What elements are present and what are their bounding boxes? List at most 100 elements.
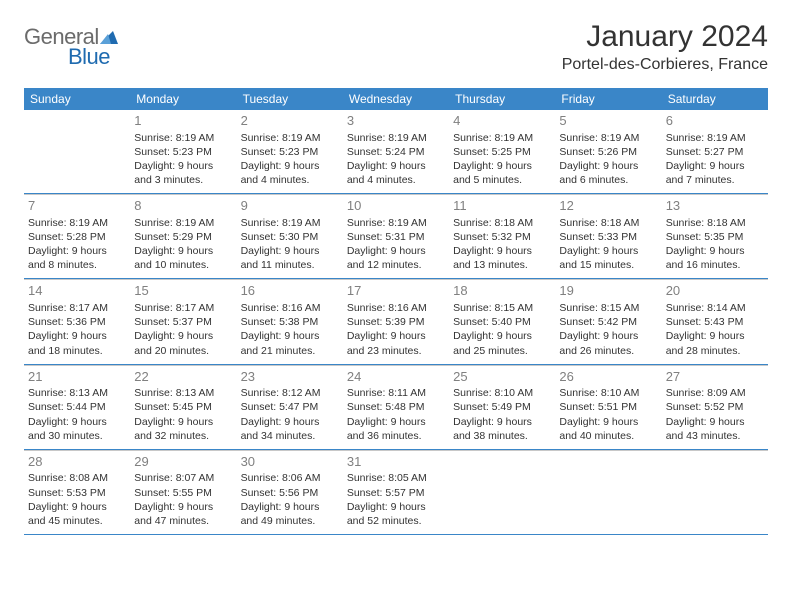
sunrise-text: Sunrise: 8:15 AM: [559, 301, 657, 315]
day-cell: 3Sunrise: 8:19 AMSunset: 5:24 PMDaylight…: [343, 110, 449, 193]
daylight-text: Daylight: 9 hours: [453, 415, 551, 429]
day-number: 1: [134, 112, 232, 130]
sunset-text: Sunset: 5:38 PM: [241, 315, 339, 329]
sunrise-text: Sunrise: 8:13 AM: [28, 386, 126, 400]
day-cell: 1Sunrise: 8:19 AMSunset: 5:23 PMDaylight…: [130, 110, 236, 193]
sunrise-text: Sunrise: 8:11 AM: [347, 386, 445, 400]
day-cell: 20Sunrise: 8:14 AMSunset: 5:43 PMDayligh…: [662, 279, 768, 363]
day-number: 11: [453, 197, 551, 215]
location: Portel-des-Corbieres, France: [562, 56, 768, 74]
week-row: 1Sunrise: 8:19 AMSunset: 5:23 PMDaylight…: [24, 110, 768, 194]
sunrise-text: Sunrise: 8:19 AM: [347, 216, 445, 230]
daylight-text: and 49 minutes.: [241, 514, 339, 528]
daylight-text: and 6 minutes.: [559, 173, 657, 187]
weekday-header-row: SundayMondayTuesdayWednesdayThursdayFrid…: [24, 88, 768, 110]
sunrise-text: Sunrise: 8:16 AM: [347, 301, 445, 315]
daylight-text: and 7 minutes.: [666, 173, 764, 187]
sunrise-text: Sunrise: 8:05 AM: [347, 471, 445, 485]
sunrise-text: Sunrise: 8:15 AM: [453, 301, 551, 315]
daylight-text: and 15 minutes.: [559, 258, 657, 272]
day-number: 16: [241, 282, 339, 300]
day-number: 4: [453, 112, 551, 130]
week-row: 21Sunrise: 8:13 AMSunset: 5:44 PMDayligh…: [24, 365, 768, 450]
daylight-text: and 21 minutes.: [241, 344, 339, 358]
day-number: 14: [28, 282, 126, 300]
header: GeneralBlue January 2024 Portel-des-Corb…: [24, 20, 768, 74]
day-cell: 18Sunrise: 8:15 AMSunset: 5:40 PMDayligh…: [449, 279, 555, 363]
sunset-text: Sunset: 5:52 PM: [666, 400, 764, 414]
day-cell: 23Sunrise: 8:12 AMSunset: 5:47 PMDayligh…: [237, 365, 343, 449]
sunrise-text: Sunrise: 8:19 AM: [241, 131, 339, 145]
day-number: 5: [559, 112, 657, 130]
daylight-text: and 5 minutes.: [453, 173, 551, 187]
weekday-sunday: Sunday: [24, 88, 130, 110]
daylight-text: and 43 minutes.: [666, 429, 764, 443]
day-cell: 21Sunrise: 8:13 AMSunset: 5:44 PMDayligh…: [24, 365, 130, 449]
daylight-text: and 13 minutes.: [453, 258, 551, 272]
sunset-text: Sunset: 5:37 PM: [134, 315, 232, 329]
sunset-text: Sunset: 5:27 PM: [666, 145, 764, 159]
day-number: 29: [134, 453, 232, 471]
daylight-text: Daylight: 9 hours: [134, 500, 232, 514]
daylight-text: Daylight: 9 hours: [241, 500, 339, 514]
daylight-text: and 25 minutes.: [453, 344, 551, 358]
day-cell: 17Sunrise: 8:16 AMSunset: 5:39 PMDayligh…: [343, 279, 449, 363]
daylight-text: and 26 minutes.: [559, 344, 657, 358]
day-number: 7: [28, 197, 126, 215]
sunrise-text: Sunrise: 8:08 AM: [28, 471, 126, 485]
sunset-text: Sunset: 5:23 PM: [241, 145, 339, 159]
day-cell: 31Sunrise: 8:05 AMSunset: 5:57 PMDayligh…: [343, 450, 449, 534]
daylight-text: and 4 minutes.: [241, 173, 339, 187]
sunset-text: Sunset: 5:51 PM: [559, 400, 657, 414]
daylight-text: and 11 minutes.: [241, 258, 339, 272]
daylight-text: and 23 minutes.: [347, 344, 445, 358]
sunrise-text: Sunrise: 8:13 AM: [134, 386, 232, 400]
week-row: 7Sunrise: 8:19 AMSunset: 5:28 PMDaylight…: [24, 194, 768, 279]
sunset-text: Sunset: 5:28 PM: [28, 230, 126, 244]
daylight-text: and 8 minutes.: [28, 258, 126, 272]
sunrise-text: Sunrise: 8:10 AM: [453, 386, 551, 400]
day-number: 26: [559, 368, 657, 386]
sunrise-text: Sunrise: 8:06 AM: [241, 471, 339, 485]
sunset-text: Sunset: 5:32 PM: [453, 230, 551, 244]
day-number: 9: [241, 197, 339, 215]
day-cell: 12Sunrise: 8:18 AMSunset: 5:33 PMDayligh…: [555, 194, 661, 278]
daylight-text: Daylight: 9 hours: [347, 500, 445, 514]
sunrise-text: Sunrise: 8:14 AM: [666, 301, 764, 315]
sunrise-text: Sunrise: 8:19 AM: [453, 131, 551, 145]
daylight-text: Daylight: 9 hours: [559, 159, 657, 173]
daylight-text: and 45 minutes.: [28, 514, 126, 528]
sunset-text: Sunset: 5:42 PM: [559, 315, 657, 329]
day-number: 24: [347, 368, 445, 386]
daylight-text: and 10 minutes.: [134, 258, 232, 272]
sunrise-text: Sunrise: 8:09 AM: [666, 386, 764, 400]
sunrise-text: Sunrise: 8:19 AM: [347, 131, 445, 145]
day-cell: 24Sunrise: 8:11 AMSunset: 5:48 PMDayligh…: [343, 365, 449, 449]
day-number: 6: [666, 112, 764, 130]
daylight-text: Daylight: 9 hours: [28, 244, 126, 258]
sunset-text: Sunset: 5:55 PM: [134, 486, 232, 500]
sunset-text: Sunset: 5:49 PM: [453, 400, 551, 414]
calendar: SundayMondayTuesdayWednesdayThursdayFrid…: [24, 88, 768, 535]
daylight-text: Daylight: 9 hours: [241, 159, 339, 173]
daylight-text: Daylight: 9 hours: [134, 159, 232, 173]
day-number: 25: [453, 368, 551, 386]
sunset-text: Sunset: 5:30 PM: [241, 230, 339, 244]
daylight-text: Daylight: 9 hours: [453, 329, 551, 343]
day-number: 8: [134, 197, 232, 215]
day-number: 12: [559, 197, 657, 215]
day-number: 15: [134, 282, 232, 300]
daylight-text: and 38 minutes.: [453, 429, 551, 443]
daylight-text: Daylight: 9 hours: [241, 415, 339, 429]
day-cell: 19Sunrise: 8:15 AMSunset: 5:42 PMDayligh…: [555, 279, 661, 363]
sunrise-text: Sunrise: 8:07 AM: [134, 471, 232, 485]
day-cell: 28Sunrise: 8:08 AMSunset: 5:53 PMDayligh…: [24, 450, 130, 534]
weekday-friday: Friday: [555, 88, 661, 110]
day-cell: 5Sunrise: 8:19 AMSunset: 5:26 PMDaylight…: [555, 110, 661, 193]
daylight-text: Daylight: 9 hours: [347, 415, 445, 429]
daylight-text: Daylight: 9 hours: [134, 415, 232, 429]
day-number: 17: [347, 282, 445, 300]
day-cell: 22Sunrise: 8:13 AMSunset: 5:45 PMDayligh…: [130, 365, 236, 449]
sunrise-text: Sunrise: 8:12 AM: [241, 386, 339, 400]
sunrise-text: Sunrise: 8:19 AM: [28, 216, 126, 230]
